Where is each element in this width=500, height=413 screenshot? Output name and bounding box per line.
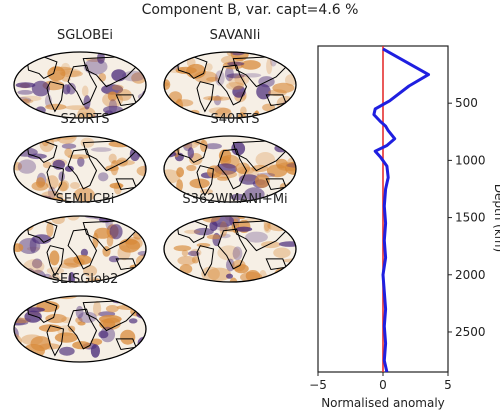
y-tick-label: 1500 — [455, 211, 486, 225]
map-label-seisglob2: SEISGlob2 — [51, 272, 119, 287]
map-s20rts — [10, 132, 150, 204]
y-axis-label: Depth (km) — [492, 184, 500, 252]
y-tick-label: 500 — [455, 96, 478, 110]
map-s40rts — [160, 132, 300, 204]
map-label-s20rts: S20RTS — [60, 112, 110, 127]
map-s362wmani — [160, 212, 300, 284]
map-label-s40rts: S40RTS — [210, 112, 260, 127]
y-tick-label: 2500 — [455, 325, 486, 339]
depth-profile-chart: −5 0 5 500 1000 1500 2000 2500 Normalised anoma… — [309, 45, 500, 410]
x-tick-label: −5 — [309, 378, 327, 392]
map-seisglob2 — [10, 292, 150, 364]
x-tick-label: 0 — [379, 378, 387, 392]
map-sglobei — [10, 48, 150, 120]
figure-title: Component B, var. capt=4.6 % — [141, 2, 359, 18]
map-label-semucbi: SEMUCBi — [55, 192, 115, 207]
map-label-s362wmani: S362WMANI+Mi — [182, 192, 288, 207]
profile-line-0 — [372, 47, 430, 373]
map-savanii — [160, 48, 300, 120]
map-semucbi — [10, 212, 150, 284]
map-label-sglobei: SGLOBEi — [56, 28, 114, 43]
x-tick-label: 5 — [444, 378, 452, 392]
y-tick-label: 1000 — [455, 153, 486, 167]
map-label-savanii: SAVANIi — [209, 28, 261, 43]
x-axis-label: Normalised anomaly — [321, 396, 445, 410]
y-tick-label: 2000 — [455, 268, 486, 282]
